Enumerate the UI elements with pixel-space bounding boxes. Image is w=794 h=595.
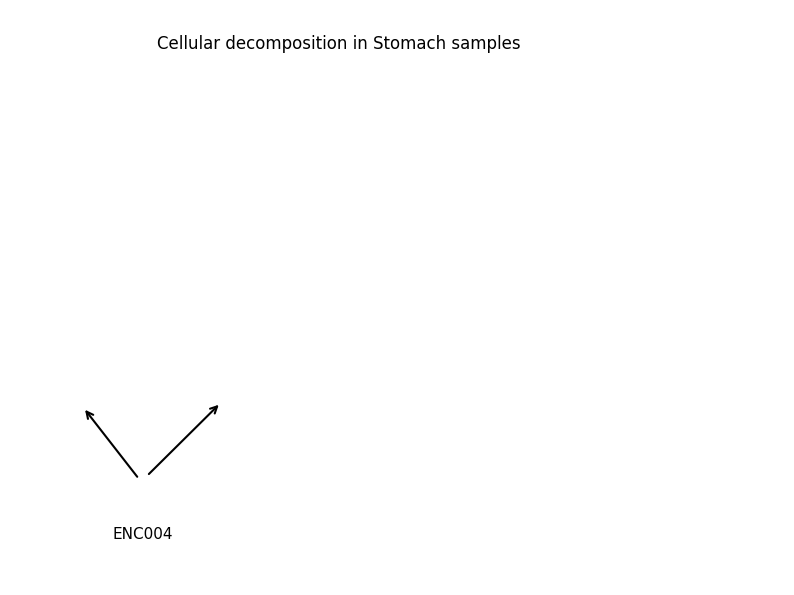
Text: ENC004: ENC004 xyxy=(113,527,173,541)
Text: Cellular decomposition in Stomach samples: Cellular decomposition in Stomach sample… xyxy=(157,35,521,52)
